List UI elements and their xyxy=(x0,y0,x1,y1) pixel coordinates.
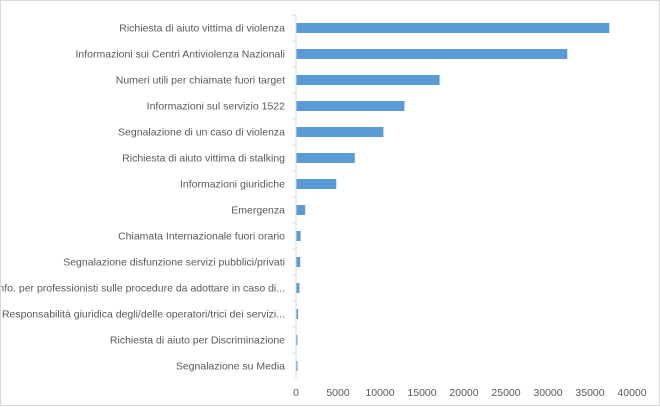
category-label: Emergenza xyxy=(231,205,285,217)
category-label: Numeri utili per chiamate fuori target xyxy=(116,75,285,87)
bar xyxy=(296,231,301,241)
x-tick-label: 15000 xyxy=(407,387,436,399)
category-label: Segnalazione disfunzione servizi pubblic… xyxy=(63,257,285,269)
bar xyxy=(296,49,568,59)
bar xyxy=(296,23,610,33)
bar xyxy=(296,75,440,85)
x-tick-label: 5000 xyxy=(326,387,350,399)
bars-layer xyxy=(296,23,610,371)
bar xyxy=(296,179,337,189)
bar xyxy=(296,309,299,319)
category-label: Richiesta di aiuto vittima di stalking xyxy=(122,153,285,165)
x-tick-label: 20000 xyxy=(449,387,478,399)
category-label: Info. per professionisti sulle procedure… xyxy=(1,283,285,295)
category-label: Segnalazione di un caso di violenza xyxy=(118,127,285,139)
x-tick-label: 35000 xyxy=(575,387,604,399)
bar xyxy=(296,101,405,111)
bar xyxy=(296,283,300,293)
category-label: Chiamata Internazionale fuori orario xyxy=(118,231,285,243)
x-tick-label: 25000 xyxy=(491,387,520,399)
x-tick-label: 30000 xyxy=(533,387,562,399)
bar xyxy=(296,127,384,137)
category-labels: Richiesta di aiuto vittima di violenza In… xyxy=(1,23,285,373)
bar xyxy=(296,153,355,163)
axes xyxy=(292,14,297,379)
category-label: Segnalazione su Media xyxy=(176,361,285,373)
category-label: Responsabilità giuridica degli/delle ope… xyxy=(2,309,285,321)
category-label: Richiesta di aiuto vittima di violenza xyxy=(119,23,285,35)
x-tick-label: 0 xyxy=(293,387,299,399)
bar xyxy=(296,335,298,345)
bar xyxy=(296,205,306,215)
bar xyxy=(296,361,298,371)
category-label: Informazioni sui Centri Antiviolenza Naz… xyxy=(75,49,285,61)
bar xyxy=(296,257,301,267)
category-label: Informazioni sul servizio 1522 xyxy=(147,101,285,113)
x-tick-label: 40000 xyxy=(617,387,646,399)
category-label: Informazioni giuridiche xyxy=(180,179,285,191)
x-tick-label: 10000 xyxy=(365,387,394,399)
x-tick-labels: 0 5000 10000 15000 20000 25000 30000 35000 40000 xyxy=(293,387,647,399)
category-label: Richiesta di aiuto per Discriminazione xyxy=(110,335,285,347)
